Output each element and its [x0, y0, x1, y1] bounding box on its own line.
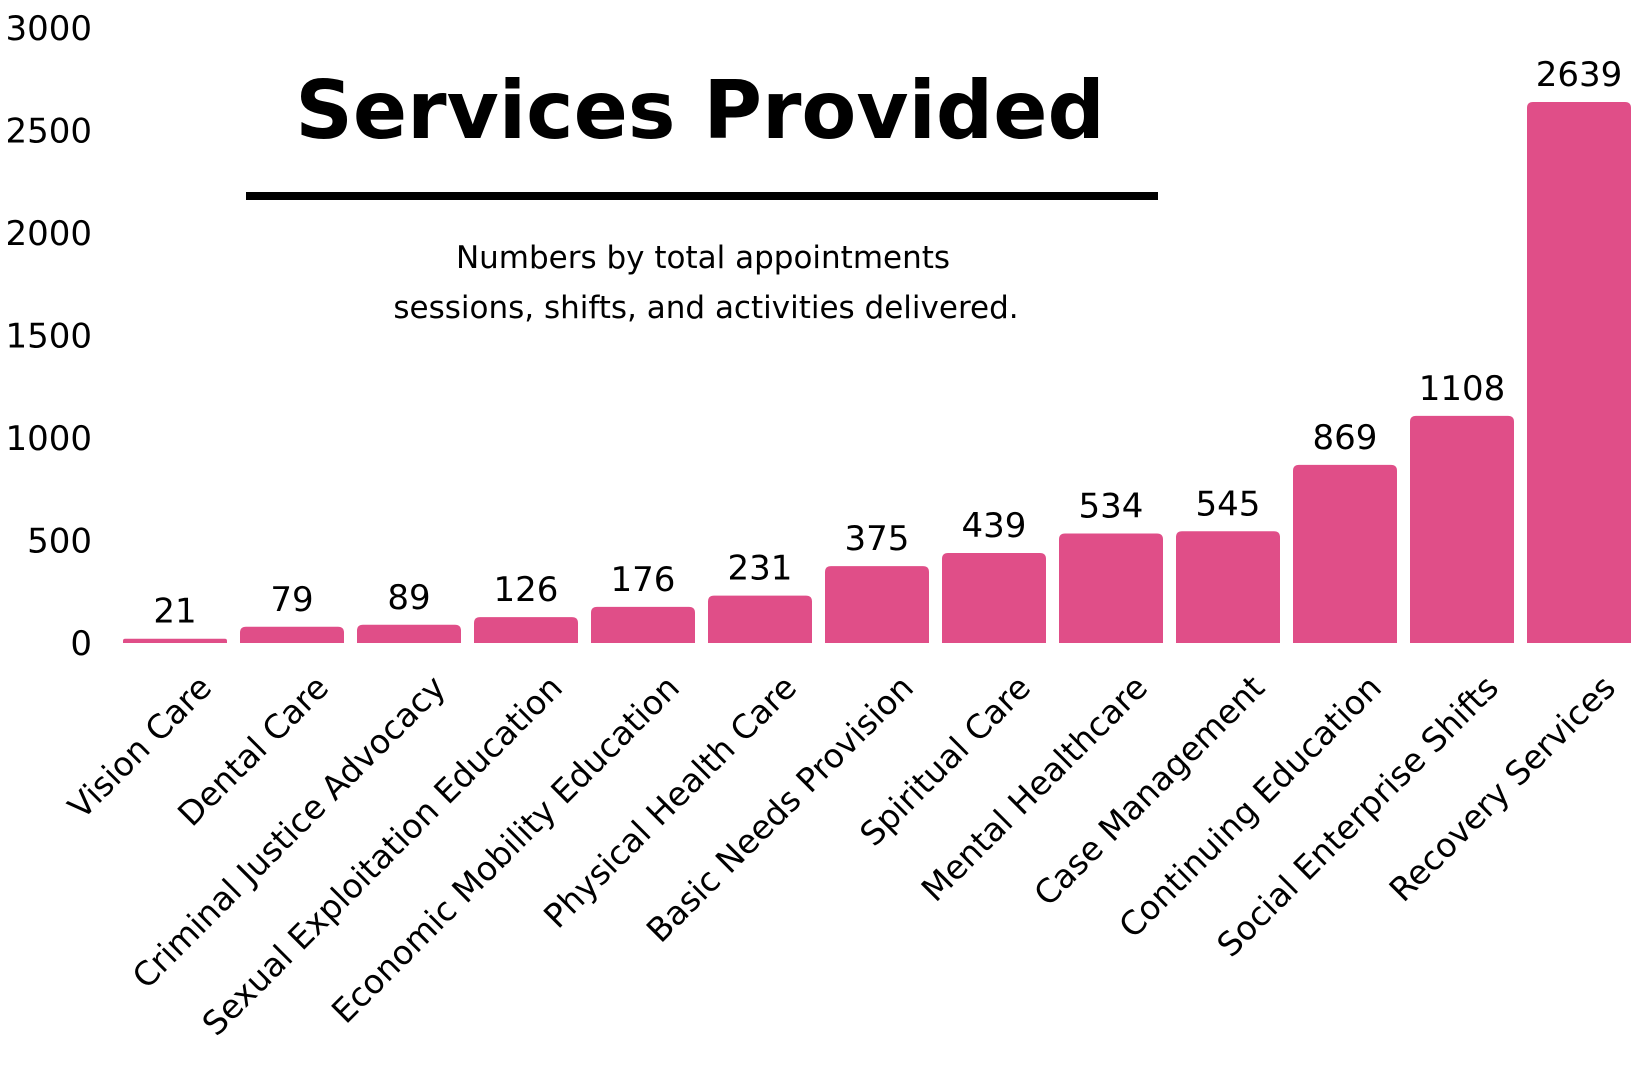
bar: [123, 638, 227, 643]
bar-value-label: 2639: [1536, 55, 1623, 95]
chart-title: Services Provided: [295, 64, 1104, 157]
y-tick-label: 500: [27, 522, 92, 562]
bar: [1176, 531, 1280, 643]
bar-value-label: 79: [270, 580, 313, 620]
bar: [1527, 102, 1631, 643]
y-tick-label: 1000: [5, 419, 92, 459]
bar-value-label: 545: [1196, 484, 1261, 524]
bar-value-label: 231: [728, 549, 793, 589]
bar-value-label: 375: [845, 519, 910, 559]
bar-value-label: 89: [387, 578, 430, 618]
bar: [357, 624, 461, 643]
bar: [1293, 464, 1397, 643]
bar: [708, 595, 812, 643]
bar-value-label: 439: [962, 506, 1027, 546]
bar: [240, 626, 344, 643]
bar-value-label: 126: [494, 570, 559, 610]
bar-value-label: 1108: [1419, 369, 1506, 409]
bar: [591, 606, 695, 643]
y-axis: 0 500 1000 1500 2000 2500 3000: [5, 9, 92, 664]
y-tick-label: 3000: [5, 9, 92, 49]
title-group: Services Provided Numbers by total appoi…: [246, 64, 1158, 326]
x-tick-label: Mental Healthcare: [914, 668, 1155, 909]
bar-value-label: 176: [611, 560, 676, 600]
bar: [825, 566, 929, 643]
y-tick-label: 2000: [5, 214, 92, 254]
x-tick-label: Case Management: [1026, 668, 1272, 914]
value-labels: 21 79 89 126 176 231 375 439 534 545 869 1108 2639: [153, 55, 1622, 632]
bar-value-label: 21: [153, 592, 196, 632]
chart-subtitle-line-1: Numbers by total appointments: [456, 240, 950, 276]
bar-value-label: 534: [1079, 487, 1144, 527]
x-tick-label: Recovery Services: [1381, 668, 1623, 910]
y-tick-label: 0: [70, 624, 92, 664]
bar: [1059, 533, 1163, 643]
y-tick-label: 2500: [5, 112, 92, 152]
chart-subtitle-line-2: sessions, shifts, and activities deliver…: [393, 290, 1018, 326]
bar: [474, 617, 578, 643]
bar: [1410, 415, 1514, 643]
bars: [123, 102, 1631, 643]
bar-value-label: 869: [1313, 418, 1378, 458]
bar: [942, 553, 1046, 643]
y-tick-label: 1500: [5, 317, 92, 357]
